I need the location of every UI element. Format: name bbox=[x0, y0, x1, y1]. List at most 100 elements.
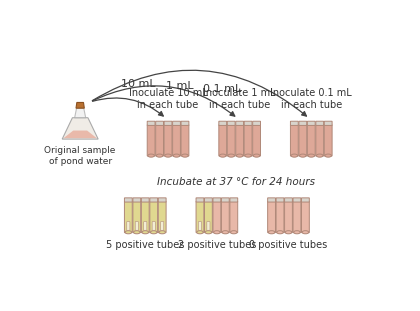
FancyBboxPatch shape bbox=[213, 201, 221, 233]
Ellipse shape bbox=[142, 231, 149, 234]
Ellipse shape bbox=[228, 154, 234, 157]
Ellipse shape bbox=[173, 154, 180, 157]
FancyBboxPatch shape bbox=[285, 198, 292, 202]
FancyBboxPatch shape bbox=[291, 121, 298, 125]
Ellipse shape bbox=[308, 154, 315, 157]
Ellipse shape bbox=[325, 154, 331, 157]
Text: 10 mL: 10 mL bbox=[121, 79, 155, 89]
Text: 5 positive tubes: 5 positive tubes bbox=[106, 240, 184, 250]
FancyBboxPatch shape bbox=[156, 121, 163, 125]
Ellipse shape bbox=[236, 154, 243, 157]
FancyBboxPatch shape bbox=[302, 198, 309, 202]
FancyBboxPatch shape bbox=[207, 222, 210, 230]
Text: 1 mL: 1 mL bbox=[166, 81, 194, 91]
FancyBboxPatch shape bbox=[150, 198, 158, 202]
Ellipse shape bbox=[268, 231, 275, 234]
Ellipse shape bbox=[125, 231, 131, 234]
FancyBboxPatch shape bbox=[213, 198, 221, 202]
Ellipse shape bbox=[302, 231, 309, 234]
Ellipse shape bbox=[317, 154, 323, 157]
FancyBboxPatch shape bbox=[142, 198, 149, 202]
Polygon shape bbox=[76, 102, 84, 108]
FancyBboxPatch shape bbox=[227, 125, 235, 156]
FancyBboxPatch shape bbox=[144, 222, 147, 230]
Ellipse shape bbox=[253, 154, 260, 157]
FancyBboxPatch shape bbox=[205, 201, 213, 233]
FancyBboxPatch shape bbox=[316, 125, 324, 156]
FancyBboxPatch shape bbox=[147, 125, 155, 156]
FancyBboxPatch shape bbox=[133, 201, 141, 233]
FancyBboxPatch shape bbox=[276, 198, 284, 202]
FancyBboxPatch shape bbox=[227, 121, 235, 125]
Ellipse shape bbox=[277, 231, 283, 234]
FancyBboxPatch shape bbox=[219, 125, 227, 156]
Ellipse shape bbox=[291, 154, 298, 157]
FancyBboxPatch shape bbox=[156, 125, 163, 156]
Text: 0 positive tubes: 0 positive tubes bbox=[249, 240, 328, 250]
Text: Original sample
of pond water: Original sample of pond water bbox=[45, 146, 116, 166]
FancyBboxPatch shape bbox=[124, 201, 132, 233]
FancyBboxPatch shape bbox=[244, 125, 252, 156]
FancyBboxPatch shape bbox=[293, 201, 301, 233]
FancyBboxPatch shape bbox=[324, 121, 332, 125]
Ellipse shape bbox=[197, 231, 203, 234]
Ellipse shape bbox=[165, 154, 171, 157]
FancyBboxPatch shape bbox=[221, 198, 229, 202]
FancyBboxPatch shape bbox=[236, 125, 244, 156]
Ellipse shape bbox=[214, 231, 220, 234]
FancyBboxPatch shape bbox=[173, 125, 181, 156]
Text: 2 positive tubes: 2 positive tubes bbox=[178, 240, 256, 250]
FancyBboxPatch shape bbox=[124, 198, 132, 202]
Ellipse shape bbox=[220, 154, 226, 157]
FancyBboxPatch shape bbox=[307, 125, 315, 156]
FancyBboxPatch shape bbox=[268, 198, 276, 202]
FancyBboxPatch shape bbox=[302, 201, 309, 233]
Ellipse shape bbox=[134, 231, 140, 234]
Text: 0.1 mL: 0.1 mL bbox=[203, 84, 242, 94]
Ellipse shape bbox=[150, 231, 157, 234]
FancyBboxPatch shape bbox=[253, 121, 260, 125]
FancyBboxPatch shape bbox=[147, 121, 155, 125]
FancyBboxPatch shape bbox=[198, 222, 202, 230]
Text: Inoculate 0.1 mL
in each tube: Inoculate 0.1 mL in each tube bbox=[270, 88, 352, 110]
FancyBboxPatch shape bbox=[135, 222, 138, 230]
FancyBboxPatch shape bbox=[181, 125, 189, 156]
FancyBboxPatch shape bbox=[158, 198, 166, 202]
FancyBboxPatch shape bbox=[221, 201, 229, 233]
Ellipse shape bbox=[205, 231, 212, 234]
FancyBboxPatch shape bbox=[316, 121, 324, 125]
Polygon shape bbox=[63, 131, 97, 138]
FancyBboxPatch shape bbox=[150, 201, 158, 233]
FancyBboxPatch shape bbox=[299, 125, 307, 156]
FancyBboxPatch shape bbox=[181, 121, 189, 125]
FancyBboxPatch shape bbox=[307, 121, 315, 125]
Text: Inoculate 1 mL
in each tube: Inoculate 1 mL in each tube bbox=[203, 88, 276, 110]
FancyBboxPatch shape bbox=[164, 125, 172, 156]
Ellipse shape bbox=[222, 231, 228, 234]
Ellipse shape bbox=[148, 154, 155, 157]
FancyBboxPatch shape bbox=[276, 201, 284, 233]
Polygon shape bbox=[75, 108, 86, 118]
FancyBboxPatch shape bbox=[293, 198, 301, 202]
FancyBboxPatch shape bbox=[236, 121, 244, 125]
Text: Incubate at 37 °C for 24 hours: Incubate at 37 °C for 24 hours bbox=[158, 177, 315, 187]
FancyBboxPatch shape bbox=[324, 125, 332, 156]
FancyBboxPatch shape bbox=[127, 222, 130, 230]
FancyBboxPatch shape bbox=[158, 201, 166, 233]
FancyBboxPatch shape bbox=[142, 201, 149, 233]
FancyBboxPatch shape bbox=[230, 201, 238, 233]
Ellipse shape bbox=[182, 154, 188, 157]
Ellipse shape bbox=[231, 231, 237, 234]
FancyBboxPatch shape bbox=[268, 201, 276, 233]
FancyBboxPatch shape bbox=[219, 121, 227, 125]
FancyBboxPatch shape bbox=[152, 222, 155, 230]
FancyBboxPatch shape bbox=[133, 198, 141, 202]
Ellipse shape bbox=[245, 154, 252, 157]
FancyBboxPatch shape bbox=[160, 222, 164, 230]
FancyBboxPatch shape bbox=[299, 121, 307, 125]
FancyBboxPatch shape bbox=[196, 198, 204, 202]
Ellipse shape bbox=[299, 154, 306, 157]
FancyBboxPatch shape bbox=[230, 198, 238, 202]
FancyBboxPatch shape bbox=[164, 121, 172, 125]
FancyBboxPatch shape bbox=[291, 125, 298, 156]
